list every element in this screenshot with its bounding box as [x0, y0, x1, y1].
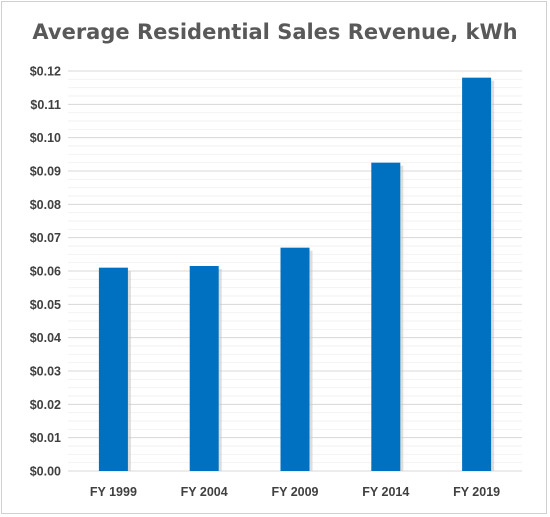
y-tick-label: $0.11	[30, 98, 61, 112]
y-tick-label: $0.06	[30, 265, 61, 279]
bars	[98, 77, 495, 472]
chart-title: Average Residential Sales Revenue, kWh	[32, 20, 518, 44]
y-tick-label: $0.01	[30, 431, 61, 445]
x-tick-label: FY 2009	[271, 485, 318, 499]
y-axis-ticks: $0.00 $0.01 $0.02 $0.03 $0.04 $0.05 $0.06 $0.07…	[30, 65, 61, 479]
bar	[98, 267, 128, 471]
x-axis-ticks: FY 1999 FY 2004 FY 2009 FY 2014 FY 2019	[90, 485, 500, 499]
y-tick-label: $0.03	[30, 365, 61, 379]
x-tick-label: FY 2014	[362, 485, 409, 499]
bar	[189, 266, 219, 471]
bar	[371, 162, 401, 471]
x-tick-label: FY 2004	[181, 485, 228, 499]
bar	[462, 77, 492, 472]
y-tick-label: $0.00	[30, 465, 61, 479]
y-tick-label: $0.08	[30, 198, 61, 212]
x-tick-label: FY 1999	[90, 485, 137, 499]
y-tick-label: $0.05	[30, 298, 61, 312]
bar	[280, 247, 310, 471]
y-tick-label: $0.10	[30, 131, 61, 145]
x-tick-label: FY 2019	[453, 485, 500, 499]
y-tick-label: $0.04	[30, 331, 61, 345]
y-tick-label: $0.09	[30, 165, 61, 179]
y-tick-label: $0.07	[30, 231, 61, 245]
y-tick-label: $0.02	[30, 398, 61, 412]
y-tick-label: $0.12	[30, 65, 61, 79]
